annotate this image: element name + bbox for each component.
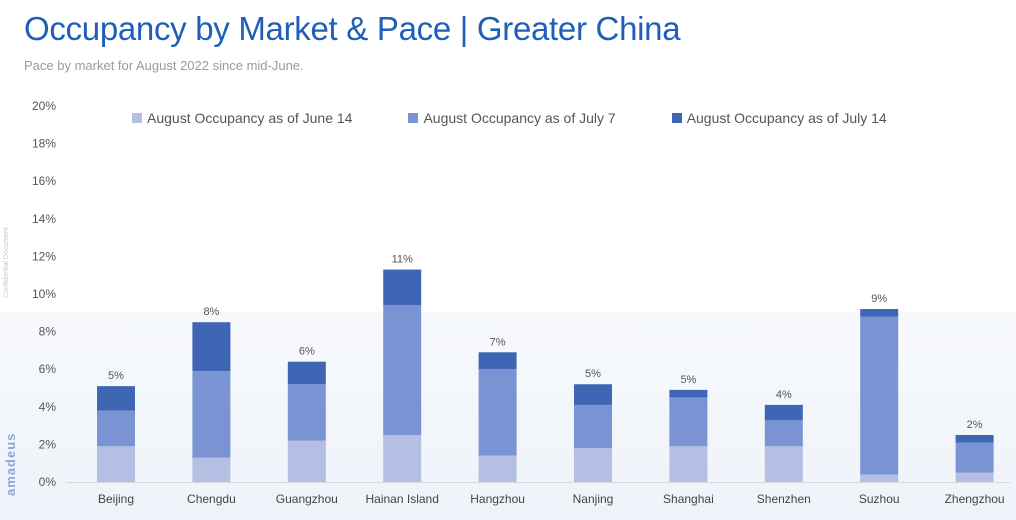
y-tick-label: 6% — [39, 362, 57, 376]
bar-total-label: 4% — [776, 389, 792, 401]
y-tick-label: 14% — [32, 212, 56, 226]
bar-segment-july-7 — [860, 316, 899, 475]
legend-item-july-7: August Occupancy as of July 7 — [408, 110, 616, 126]
x-category-label: Guangzhou — [276, 492, 338, 506]
x-category-label: Shenzhen — [757, 492, 811, 506]
bar-segment-june-14 — [383, 435, 422, 482]
legend-label-july-14: August Occupancy as of July 14 — [686, 110, 887, 126]
y-tick-label: 4% — [39, 400, 57, 414]
x-category-label: Hangzhou — [470, 492, 525, 506]
bar-total-label: 2% — [967, 419, 983, 431]
bar-segment-july-7 — [287, 384, 326, 441]
bar-segment-june-14 — [192, 457, 231, 482]
x-category-label: Shanghai — [663, 492, 714, 506]
page-title: Occupancy by Market & Pace | Greater Chi… — [24, 10, 681, 47]
bar-segment-june-14 — [478, 455, 517, 482]
bar-segment-june-14 — [860, 474, 899, 482]
bar-segment-july-14 — [287, 361, 326, 385]
bar-segment-june-14 — [764, 446, 803, 482]
bar-total-label: 11% — [392, 254, 413, 266]
bar-total-label: 5% — [585, 368, 601, 380]
bar-segment-july-7 — [669, 397, 708, 447]
bar-segment-july-14 — [955, 435, 994, 443]
bar-total-label: 7% — [490, 336, 506, 348]
y-tick-label: 16% — [32, 174, 56, 188]
bar-segment-july-7 — [764, 419, 803, 447]
y-tick-label: 12% — [32, 249, 56, 263]
y-tick-label: 8% — [39, 325, 57, 339]
bar-segment-july-7 — [955, 442, 994, 473]
legend-item-june-14: August Occupancy as of June 14 — [132, 110, 352, 126]
y-tick-label: 0% — [39, 475, 57, 489]
x-category-label: Beijing — [98, 492, 134, 506]
chart-legend: August Occupancy as of June 14 August Oc… — [132, 110, 887, 126]
bar-segment-july-14 — [383, 269, 422, 306]
y-tick-label: 18% — [32, 137, 56, 151]
legend-swatch-july-14 — [671, 113, 682, 123]
bar-segment-july-7 — [192, 371, 231, 458]
y-tick-label: 10% — [32, 287, 56, 301]
bar-segment-june-14 — [574, 448, 612, 482]
legend-item-july-14: August Occupancy as of July 14 — [671, 110, 887, 126]
bar-segment-july-14 — [574, 384, 612, 405]
bar-segment-july-7 — [97, 410, 135, 447]
bar-total-label: 9% — [871, 293, 887, 305]
x-category-label: Nanjing — [573, 492, 614, 506]
legend-label-july-7: August Occupancy as of July 7 — [423, 110, 616, 126]
bar-segment-june-14 — [287, 440, 326, 482]
bar-segment-july-14 — [669, 389, 708, 398]
bar-total-label: 8% — [203, 306, 219, 318]
bar-segment-july-14 — [192, 322, 231, 372]
bar-segment-july-14 — [764, 404, 803, 420]
bar-segment-june-14 — [97, 446, 135, 482]
bar-total-label: 5% — [108, 370, 124, 382]
bar-segment-july-7 — [478, 369, 517, 456]
page-subtitle: Pace by market for August 2022 since mid… — [24, 58, 304, 73]
legend-swatch-june-14 — [132, 113, 142, 123]
bar-segment-july-14 — [860, 309, 899, 317]
x-category-label: Zhengzhou — [945, 492, 1005, 506]
x-category-label: Hainan Island — [366, 492, 439, 506]
bar-total-label: 5% — [680, 374, 696, 386]
brand-logo: amadeus — [3, 432, 18, 496]
bar-segment-july-14 — [97, 386, 135, 411]
x-category-label: Suzhou — [859, 492, 900, 506]
bar-segment-july-7 — [383, 305, 422, 435]
bar-segment-june-14 — [669, 446, 708, 482]
bar-segment-june-14 — [955, 472, 994, 482]
bar-total-label: 6% — [299, 346, 315, 358]
legend-swatch-july-7 — [408, 113, 419, 123]
y-tick-label: 20% — [32, 99, 56, 113]
y-tick-label: 2% — [39, 437, 57, 451]
bar-segment-july-7 — [574, 404, 612, 449]
bar-segment-july-14 — [478, 352, 517, 370]
legend-label-june-14: August Occupancy as of June 14 — [147, 110, 353, 126]
confidential-note: Confidential Document — [3, 227, 10, 298]
x-category-label: Chengdu — [187, 492, 236, 506]
